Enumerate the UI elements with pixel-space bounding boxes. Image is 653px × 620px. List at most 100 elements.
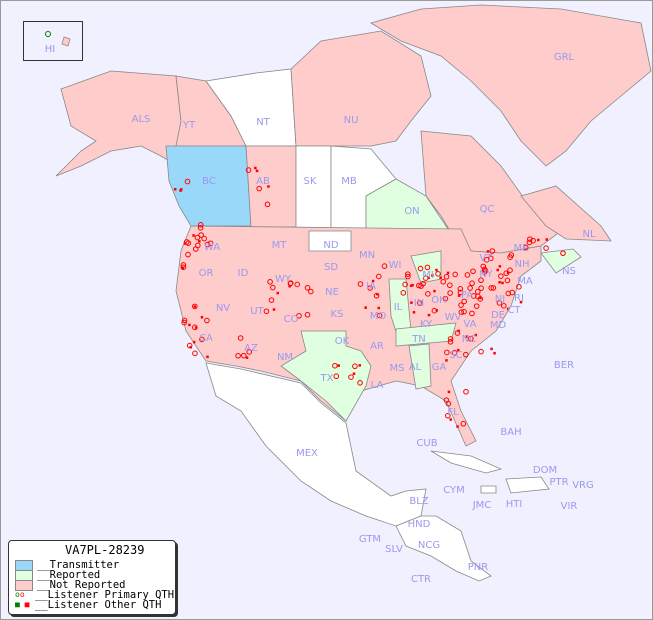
- label-nv: NV: [216, 303, 230, 314]
- listener-primary-marker: [246, 349, 252, 355]
- listener-other-marker: [194, 326, 198, 329]
- listener-other-marker: [364, 306, 367, 309]
- listener-other-marker: [412, 311, 416, 314]
- label-ncg: NCG: [418, 540, 440, 551]
- label-ab: AB: [256, 176, 270, 187]
- label-mo: MO: [370, 311, 387, 322]
- listener-primary-marker: [509, 289, 516, 296]
- listener-primary-marker: [267, 279, 273, 285]
- listener-other-marker: [506, 307, 510, 311]
- listener-other-marker: [490, 347, 493, 351]
- listener-other-marker: [377, 306, 381, 310]
- legend-not-reported: __Not Reported: [15, 579, 126, 591]
- listener-primary-marker: [333, 373, 340, 380]
- listener-primary-marker: [489, 248, 496, 254]
- listener-primary-marker: [294, 281, 301, 288]
- listener-other-marker: [410, 301, 413, 304]
- listener-primary-marker: [376, 273, 382, 280]
- listener-primary-marker: [192, 350, 198, 357]
- label-wi: WI: [389, 260, 402, 271]
- listener-primary-marker: [204, 241, 211, 248]
- listener-primary-marker: [357, 281, 364, 287]
- listener-primary-marker: [405, 271, 411, 277]
- listener-primary-marker: [304, 311, 311, 318]
- listener-other-marker: [206, 355, 209, 359]
- listener-other-marker: [427, 313, 431, 317]
- listener-primary-marker: [469, 310, 475, 317]
- listener-other-marker: [431, 274, 434, 277]
- label-ia: IA: [366, 281, 376, 292]
- listener-primary-marker: [473, 303, 480, 309]
- region-nu: [290, 30, 432, 147]
- listener-primary-marker: [543, 245, 549, 251]
- listener-primary-marker: [184, 178, 191, 185]
- label-pa: PA: [461, 290, 473, 301]
- listener-primary-marker: [460, 420, 467, 427]
- listener-other-marker: [276, 291, 280, 295]
- listener-other-marker: [409, 284, 413, 288]
- listener-other-marker: [376, 292, 379, 296]
- listener-primary-marker: [376, 312, 383, 319]
- label-ri: RI: [514, 293, 524, 304]
- listener-other-marker: [519, 300, 523, 304]
- listener-primary-marker: [304, 284, 311, 291]
- label-la: LA: [371, 380, 384, 391]
- listener-other-marker: [371, 279, 375, 283]
- listener-primary-marker: [478, 348, 484, 355]
- listener-primary-marker: [287, 280, 294, 287]
- listener-primary-marker: [183, 239, 190, 245]
- label-sk: SK: [304, 176, 317, 187]
- listener-other-marker: [457, 294, 461, 297]
- label-gtm: GTM: [359, 534, 381, 545]
- listener-primary-marker: [490, 285, 497, 291]
- label-bc: BC: [202, 176, 216, 187]
- label-il: IL: [394, 302, 403, 313]
- label-ok: OK: [335, 336, 350, 347]
- legend-primary-qth: oo __Listener Primary QTH: [15, 589, 174, 601]
- label-ky: KY: [420, 319, 433, 330]
- region-grl: [369, 4, 652, 167]
- listener-primary-marker: [181, 317, 188, 324]
- listener-primary-marker: [447, 338, 454, 345]
- listener-primary-marker: [185, 251, 191, 258]
- label-hti: HTI: [506, 499, 523, 510]
- listener-primary-marker: [235, 352, 241, 359]
- listener-primary-marker: [457, 286, 464, 292]
- listener-primary-marker: [192, 303, 198, 310]
- label-vt: VT: [480, 253, 494, 264]
- listener-primary-marker: [463, 388, 469, 395]
- label-sd: SD: [324, 262, 338, 273]
- label-mn: MN: [359, 250, 375, 261]
- label-nu: NU: [344, 115, 359, 126]
- listener-primary-marker: [443, 273, 450, 280]
- label-mt: MT: [272, 240, 288, 251]
- label-co: CO: [284, 314, 299, 325]
- listener-primary-marker: [442, 295, 449, 302]
- label-nh: NH: [515, 259, 530, 270]
- label-nc: NC: [462, 334, 476, 345]
- listener-primary-marker: [447, 282, 453, 289]
- legend-label: __Not Reported: [37, 579, 126, 591]
- listener-primary-marker: [527, 236, 533, 242]
- label-va: VA: [463, 319, 476, 330]
- label-nl: NL: [582, 229, 595, 240]
- listener-primary-marker: [458, 302, 464, 308]
- listener-primary-marker: [245, 167, 252, 173]
- label-ne: NE: [325, 287, 339, 298]
- listener-other-marker: [245, 356, 249, 359]
- listener-other-marker: [465, 335, 469, 338]
- label-mb: MB: [341, 176, 357, 187]
- region-tx: [280, 330, 372, 422]
- listener-other-marker: [536, 238, 540, 242]
- listener-other-marker: [449, 418, 453, 421]
- label-tn: TN: [411, 334, 426, 345]
- listener-primary-marker: [560, 250, 566, 257]
- listener-primary-marker: [496, 300, 503, 306]
- listener-primary-marker: [357, 380, 363, 386]
- listener-other-marker: [192, 340, 196, 344]
- listener-primary-marker: [504, 277, 511, 284]
- listener-primary-marker: [424, 264, 431, 271]
- listener-other-marker: [486, 250, 490, 253]
- listener-other-marker: [181, 266, 185, 270]
